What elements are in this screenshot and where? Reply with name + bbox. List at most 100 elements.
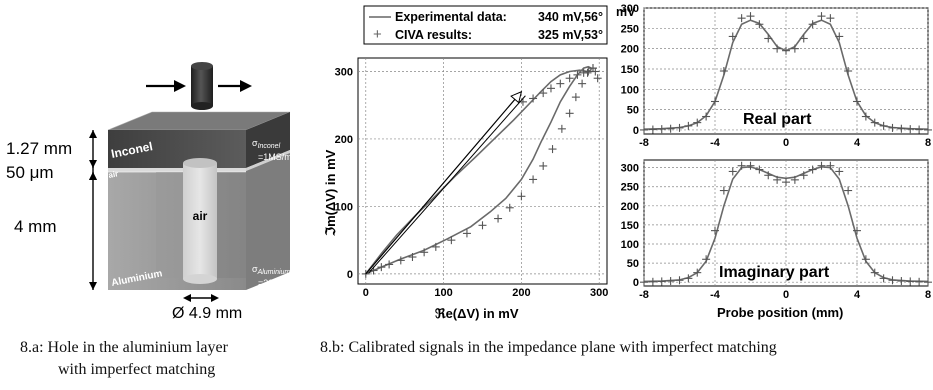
x-tick-label: -8 [639,289,649,301]
svg-text:=30MS/m: =30MS/m [258,278,297,288]
caption-a-number: 8.a: [20,339,44,356]
hole-air-label: air [193,209,208,223]
civa-point [870,118,879,127]
civa-point [746,161,755,170]
real-series [640,12,932,134]
civa-point [640,278,648,287]
civa-point [529,175,538,184]
civa-point [844,186,853,195]
y-tick-label: 100 [621,84,639,96]
impedance-legend: Experimental data: 340 mV,56° + CIVA res… [363,5,608,45]
hole-cylinder [183,158,217,284]
civa-point [693,118,702,127]
x-tick-label: 200 [512,287,530,299]
x-tick-label: -4 [710,137,721,149]
legend-experimental-name: Experimental data: [395,10,507,24]
civa-point [711,226,719,235]
civa-point [897,277,906,286]
civa-point [853,97,861,106]
y-tick-label: 0 [633,277,639,289]
y-tick-label: 300 [335,66,353,78]
scan-arrow-right-icon [218,80,252,92]
civa-point [915,125,924,134]
civa-point [790,44,799,53]
air-gap-label: air [108,169,119,180]
civa-point [737,14,746,23]
imaginary-part-title: Imaginary part [719,264,830,281]
civa-point [844,67,853,75]
civa-point [640,125,648,134]
x-tick-label: 300 [590,287,608,299]
civa-point [870,268,879,277]
civa-point [578,79,587,88]
real-part-title: Real part [743,111,812,128]
civa-point [675,276,684,285]
y-tick-label: 100 [335,201,353,213]
legend-plus-symbol: + [373,26,382,43]
civa-point [808,20,817,29]
aluminium-conductivity-label: σAluminium =30MS/m [252,264,297,288]
civa-point [719,67,728,75]
real-tick-labels: -8 -4 0 4 8 0 50 100 150 200 250 300 [621,3,931,149]
civa-point [579,68,588,77]
air-gap-layer [108,168,246,172]
civa-point [408,253,417,262]
x-tick-label: 100 [434,287,452,299]
civa-point [546,84,555,93]
aluminium-side-face [246,153,290,290]
civa-point [897,124,906,133]
civa-point [666,277,675,286]
x-tick-label: 0 [783,137,789,149]
civa-point [431,242,440,251]
civa-point [584,67,593,76]
civa-point [565,74,574,83]
x-tick-label: 8 [925,137,931,149]
y-tick-label: 0 [633,125,639,137]
civa-point [557,124,566,133]
civa-point [915,277,924,286]
impedance-xlabel: ℜe(ΔV) in mV [435,306,519,321]
civa-point [773,44,782,53]
civa-point [906,125,915,134]
probe-position-xlabel: Probe position (mm) [717,305,843,320]
scan-arrow-left-icon [146,80,186,92]
civa-point [529,94,538,103]
y-tick-label: 250 [621,182,639,194]
imaginary-tick-labels: -8 -4 0 4 8 0 50 100 150 200 250 300 [621,163,931,301]
civa-point [420,248,429,257]
civa-point [593,74,602,83]
imaginary-grid [643,160,929,286]
civa-point [764,171,773,180]
inconel-thickness-label: 1.27 mm [6,139,72,158]
civa-point [888,123,897,132]
x-tick-label: 4 [854,289,861,301]
y-tick-label: 150 [621,64,639,76]
x-tick-label: 0 [783,289,789,301]
real-part-chart: -8 -4 0 4 8 0 50 100 150 200 250 300 mV Real part [616,3,932,149]
civa-point [853,226,861,235]
civa-point [737,161,746,170]
caption-a: 8.a: Hole in the aluminium layer [20,338,228,358]
civa-point [924,278,932,287]
air-gap-side-face [246,150,290,171]
y-tick-label: 200 [335,134,353,146]
civa-point [573,70,582,79]
civa-point [539,89,548,98]
civa-point [861,112,870,121]
impedance-series [361,64,602,278]
civa-point [879,274,888,283]
civa-point [571,93,580,102]
civa-point [478,221,487,230]
inconel-layer [108,130,246,168]
x-tick-label: -8 [639,137,649,149]
civa-point [462,229,471,238]
impedance-ylabel: ℑm(ΔV) in mV [323,149,338,237]
civa-point [782,46,790,55]
y-tick-label: 250 [621,23,639,35]
legend-experimental-value: 340 mV,56° [538,10,603,24]
civa-point [835,32,844,41]
y-tick-label: 100 [621,239,639,251]
probe-icon [191,62,213,110]
civa-point [505,203,514,212]
civa-point [835,167,844,176]
